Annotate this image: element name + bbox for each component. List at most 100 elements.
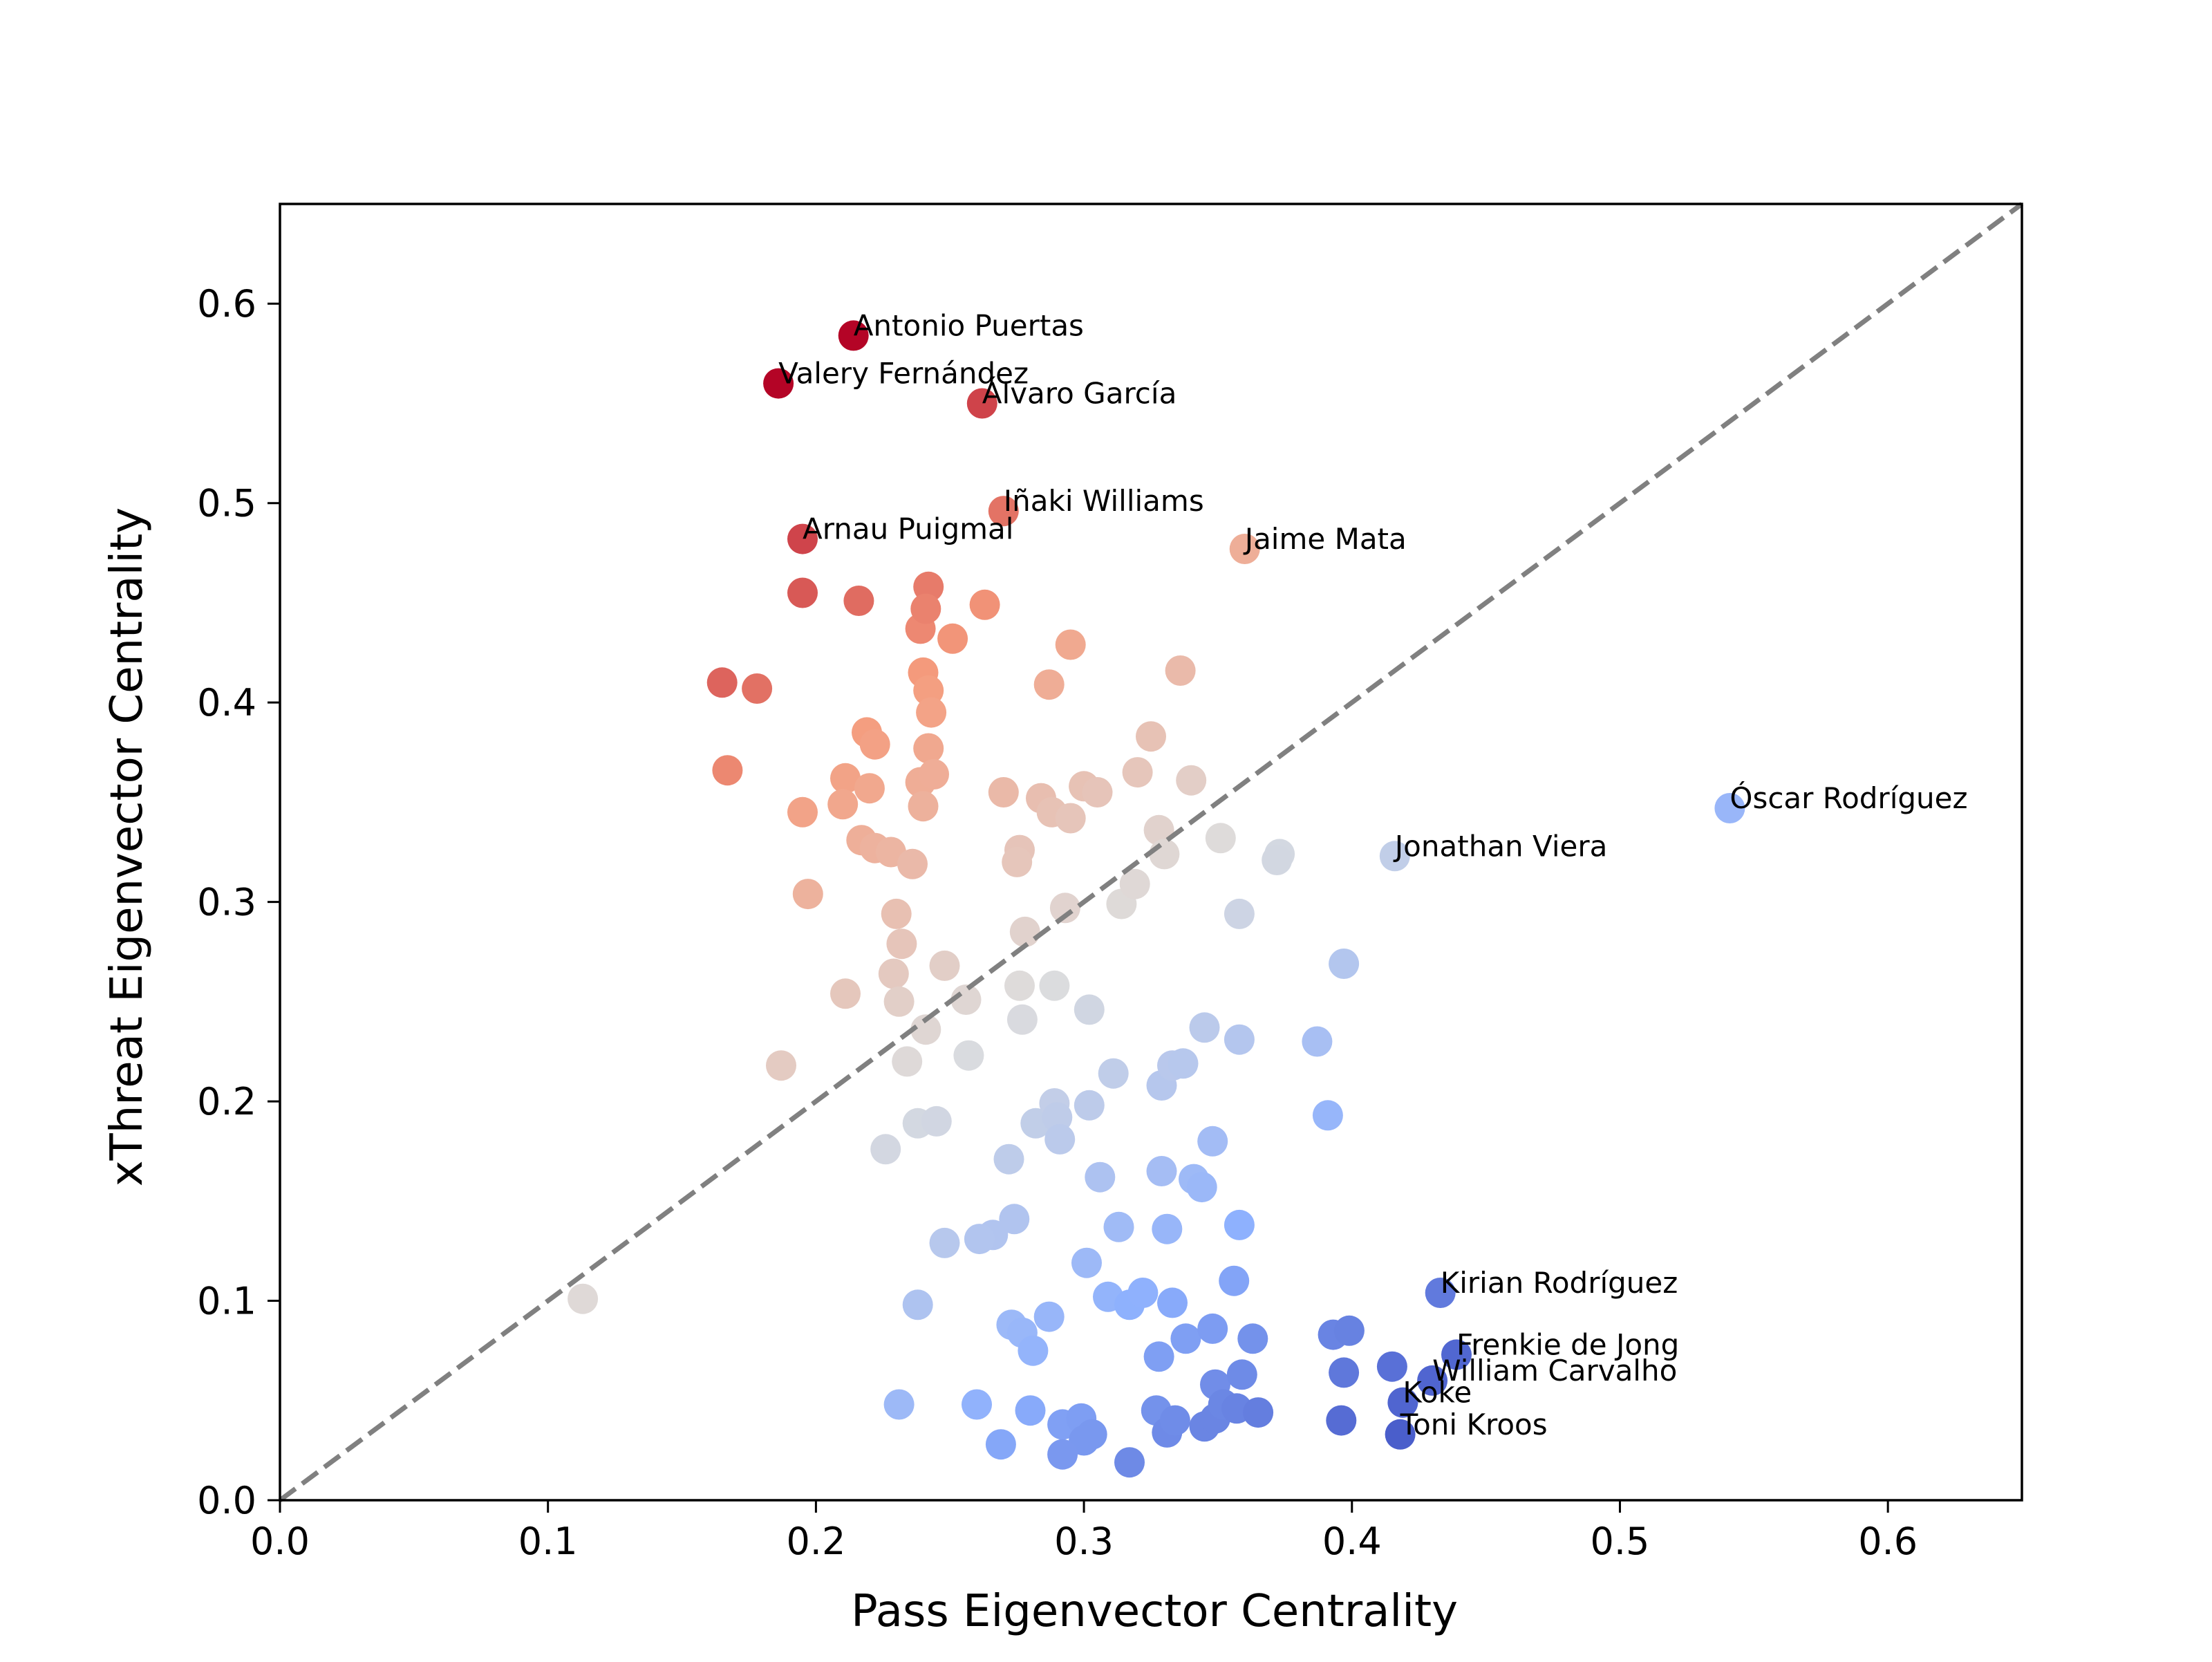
reference-line-layer — [278, 202, 2024, 1502]
data-point — [1114, 1447, 1145, 1478]
data-point — [929, 950, 960, 981]
data-point — [953, 1040, 984, 1071]
data-point — [870, 1134, 901, 1165]
y-tick-label: 0.1 — [197, 1280, 256, 1323]
labeled-data-point — [1387, 1387, 1418, 1418]
data-point — [1055, 803, 1086, 834]
data-point — [1152, 1213, 1183, 1244]
data-point — [1047, 1439, 1078, 1470]
data-point — [1329, 949, 1360, 979]
data-point — [859, 729, 890, 760]
y-tick-label: 0.0 — [197, 1479, 256, 1522]
data-point — [1219, 1265, 1250, 1296]
data-point — [712, 755, 743, 786]
data-point — [1127, 1278, 1159, 1308]
data-point — [883, 1389, 915, 1420]
data-point — [1074, 994, 1105, 1025]
labeled-data-point — [1441, 1339, 1472, 1370]
points-layer — [568, 320, 1745, 1478]
data-point — [1226, 1359, 1257, 1390]
data-point — [1170, 1323, 1201, 1354]
data-point — [993, 1143, 1024, 1175]
data-point — [742, 673, 773, 704]
data-point — [1205, 823, 1236, 854]
data-point — [988, 777, 1019, 807]
data-point — [1237, 1323, 1268, 1354]
data-point — [1165, 655, 1196, 686]
point-annotation: Arnau Puigmal — [803, 512, 1013, 546]
data-point — [1224, 1209, 1255, 1240]
point-annotation: Álvaro García — [982, 376, 1177, 411]
data-point — [1085, 1161, 1116, 1193]
data-point — [1074, 1090, 1105, 1121]
data-point — [1197, 1313, 1228, 1344]
data-point — [1082, 777, 1113, 807]
data-point — [962, 1389, 992, 1420]
data-point — [1243, 1397, 1274, 1428]
data-point — [1333, 1315, 1365, 1346]
data-point — [1009, 916, 1040, 947]
y-axis-title: xThreat Eigenvector Centrality — [102, 507, 153, 1186]
labeled-data-point — [1385, 1419, 1416, 1450]
data-point — [1159, 1405, 1190, 1436]
data-point — [1189, 1012, 1220, 1043]
point-annotation: Jonathan Viera — [1393, 829, 1608, 863]
data-point — [787, 796, 818, 828]
data-point — [1262, 845, 1293, 875]
data-point — [1122, 757, 1153, 788]
data-point — [1071, 1247, 1102, 1278]
data-point — [886, 928, 917, 960]
data-point — [1326, 1405, 1357, 1436]
data-point — [1039, 970, 1070, 1001]
y-tick-label: 0.2 — [197, 1080, 256, 1123]
point-annotation: Jaime Mata — [1243, 522, 1407, 556]
data-point — [1006, 1004, 1038, 1035]
y-tick-label: 0.3 — [197, 881, 256, 924]
data-point — [792, 879, 823, 910]
point-annotation: Óscar Rodríguez — [1730, 781, 1967, 815]
point-annotation: Iñaki Williams — [1004, 484, 1204, 518]
labeled-data-point — [763, 368, 794, 399]
point-annotation: Frenkie de Jong — [1456, 1327, 1679, 1361]
axes-layer: 0.0 0.1 0.2 0.3 0.4 0.5 0.6 0.0 0.1 0.2 0.3 0.4 0.5 0… — [197, 203, 2023, 1563]
labeled-data-point — [1417, 1365, 1448, 1396]
labeled-data-point — [1379, 841, 1410, 872]
labeled-data-point — [1714, 793, 1745, 823]
data-point — [1157, 1287, 1188, 1318]
data-point — [1069, 1425, 1100, 1456]
data-point — [929, 1227, 960, 1258]
plot-frame — [279, 203, 2023, 1502]
data-point — [910, 1014, 941, 1045]
data-point — [985, 1429, 1016, 1460]
point-annotation: William Carvalho — [1432, 1354, 1677, 1388]
point-annotation: Antonio Puertas — [854, 308, 1084, 342]
x-axis-title: Pass Eigenvector Centrality — [851, 1586, 1458, 1637]
data-point — [1103, 1211, 1134, 1242]
data-point — [1143, 1341, 1174, 1372]
data-point — [1224, 898, 1255, 929]
y-tick-label: 0.4 — [197, 681, 256, 725]
data-point — [1049, 893, 1080, 924]
y-tick-label: 0.5 — [197, 482, 256, 525]
labeled-data-point — [1425, 1278, 1456, 1308]
data-point — [827, 789, 859, 820]
data-point — [1004, 970, 1035, 1001]
data-point — [913, 733, 944, 764]
x-tick-label: 0.6 — [1858, 1520, 1918, 1563]
x-tick-label: 0.4 — [1322, 1520, 1382, 1563]
data-point — [916, 697, 947, 728]
data-point — [910, 593, 941, 624]
data-point — [1098, 1058, 1129, 1089]
data-point — [1329, 1357, 1360, 1388]
labeled-data-point — [966, 388, 997, 419]
point-annotation: Valery Fernández — [778, 357, 1029, 391]
data-point — [1224, 1024, 1255, 1055]
diagonal-reference-line — [278, 202, 2024, 1502]
labeled-data-point — [787, 523, 818, 554]
data-point — [1312, 1100, 1343, 1131]
x-tick-label: 0.3 — [1054, 1520, 1114, 1563]
data-point — [1033, 669, 1065, 700]
